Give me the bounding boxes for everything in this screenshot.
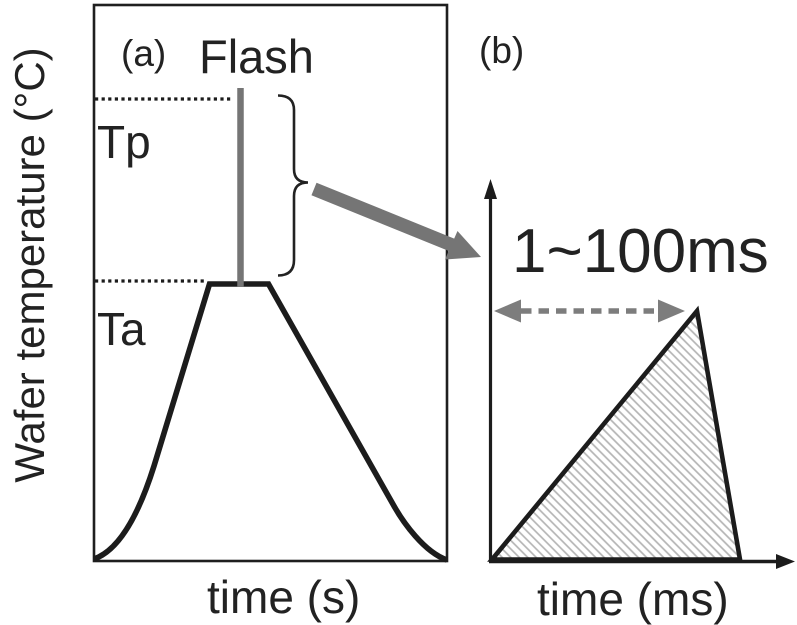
panel-a-frame	[92, 3, 449, 563]
panel-a-x-axis-label: time (s)	[207, 571, 361, 623]
pulse-duration-arrowhead-right	[658, 299, 685, 323]
zoom-link-arrowhead	[445, 231, 481, 260]
pulse-duration-label: 1~100ms	[512, 217, 769, 286]
zoom-link-arrow-shaft	[311, 182, 455, 252]
anneal-temp-label: Ta	[97, 303, 146, 355]
panel-b-label: (b)	[479, 30, 525, 71]
pulse-duration-arrowhead-left	[494, 299, 521, 323]
panel-a-label: (a)	[121, 33, 167, 74]
temperature-curve	[92, 281, 449, 563]
pulse-duration-arrow	[494, 299, 685, 323]
flash-duration-brace	[277, 94, 309, 277]
panel-b-x-axis-arrowhead	[776, 554, 795, 569]
panel-b-y-axis-arrowhead	[484, 179, 497, 199]
panel-b-x-axis-label: time (ms)	[537, 573, 729, 625]
flash-pulse-triangle	[487, 305, 743, 562]
flash-label: Flash	[199, 30, 314, 83]
zoom-link-arrow	[311, 182, 481, 260]
y-axis-label: Wafer temperature (°C)	[6, 47, 53, 483]
peak-temp-label: Tp	[97, 116, 151, 168]
